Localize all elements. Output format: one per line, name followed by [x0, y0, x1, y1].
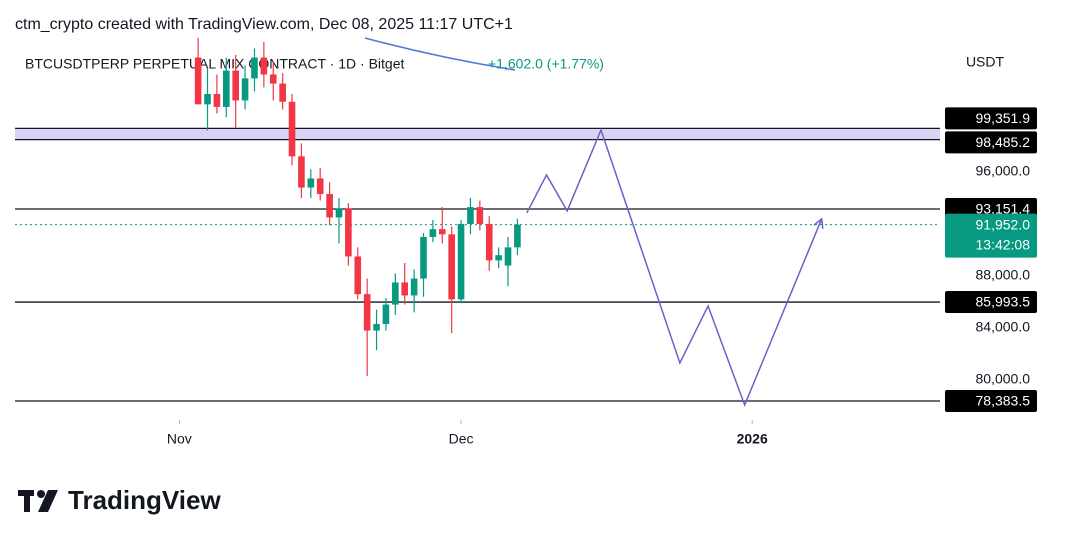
- candle-body: [373, 324, 380, 331]
- candle-body: [514, 224, 521, 248]
- level-box: [945, 131, 1037, 154]
- level-box: [945, 389, 1037, 412]
- candle-body: [504, 247, 512, 266]
- candle-body: [298, 156, 305, 188]
- candle-body: [495, 255, 502, 261]
- level-label: 93,151.4: [976, 201, 1031, 217]
- candle-body: [485, 223, 493, 261]
- candle-body: [457, 223, 465, 300]
- candle-body: [279, 83, 286, 102]
- level-label: 78,383.5: [976, 393, 1031, 409]
- level-label: 98,485.2: [976, 134, 1031, 150]
- logo-text: TradingView: [68, 485, 221, 515]
- level-box: [945, 107, 1037, 130]
- candle-body: [345, 208, 352, 257]
- symbol: BTCUSDTPERP PERPETUAL MIX CONTRACT · 1D …: [25, 56, 404, 72]
- candle-body: [260, 57, 268, 75]
- projection-arrowhead: [813, 217, 824, 229]
- candle-body: [363, 294, 371, 331]
- last-price-box: [945, 213, 1037, 258]
- candle-body: [448, 234, 455, 300]
- y-tick-label: 80,000.0: [976, 371, 1031, 387]
- candle-body: [420, 236, 427, 279]
- candle-body: [194, 57, 202, 105]
- logo-icon: [18, 490, 58, 512]
- level-label: 99,351.9: [976, 110, 1031, 126]
- currency: USDT: [966, 54, 1005, 70]
- candle-body: [438, 229, 446, 235]
- level-label: 85,993.5: [976, 294, 1031, 310]
- last-price-label: 91,952.0: [976, 216, 1031, 232]
- candle-body: [382, 304, 390, 325]
- candle-body: [410, 278, 418, 296]
- zone: [15, 128, 940, 140]
- x-tick-label: Dec: [449, 431, 474, 447]
- plot-area: [15, 40, 940, 420]
- projection: [526, 127, 823, 408]
- credit: ctm_crypto created with TradingView.com,…: [15, 16, 513, 33]
- candle-body: [307, 178, 315, 188]
- candle-body: [269, 74, 277, 84]
- candle-body: [204, 93, 211, 105]
- candle-body: [251, 57, 258, 79]
- candle-body: [467, 207, 474, 224]
- x-tick-label: 2026: [737, 431, 768, 447]
- annotation-stroke: [364, 37, 516, 71]
- countdown: 13:42:08: [976, 236, 1031, 252]
- candle-body: [335, 208, 343, 218]
- candle-body: [429, 229, 437, 237]
- x-tick-label: Nov: [167, 431, 192, 447]
- candle-body: [476, 207, 484, 224]
- candle-body: [213, 93, 221, 107]
- candle-body: [232, 70, 239, 101]
- candle-body: [222, 70, 230, 107]
- y-tick-label: 96,000.0: [976, 163, 1031, 179]
- y-tick-label: 88,000.0: [976, 267, 1031, 283]
- candle-body: [288, 101, 296, 157]
- level-box: [945, 291, 1037, 314]
- candle-body: [392, 282, 399, 305]
- candle-body: [326, 194, 333, 218]
- candle-body: [241, 78, 249, 101]
- candle-body: [401, 282, 409, 296]
- candle-body: [354, 256, 362, 295]
- change: +1,602.0 (+1.77%): [488, 56, 604, 72]
- y-tick-label: 84,000.0: [976, 319, 1031, 335]
- candle-body: [316, 178, 324, 195]
